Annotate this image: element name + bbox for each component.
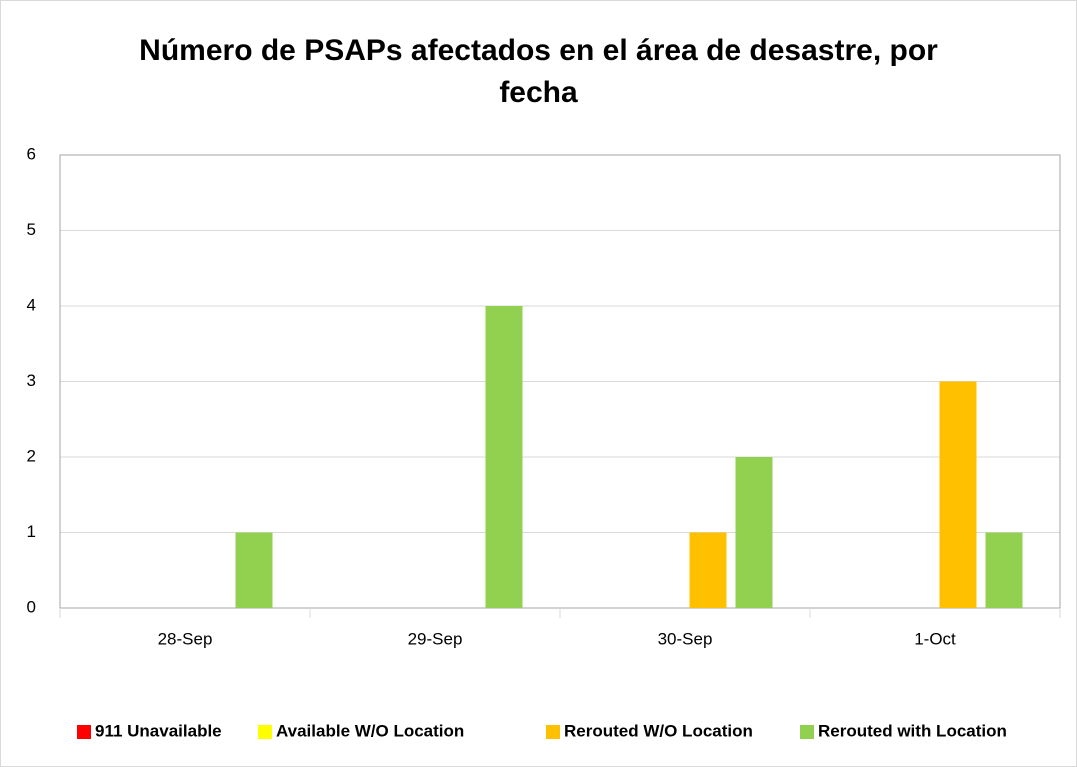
y-tick-label: 5 <box>27 220 36 239</box>
x-tick-label: 29-Sep <box>408 629 463 648</box>
legend-label: Rerouted with Location <box>818 721 1007 740</box>
legend-label: 911 Unavailable <box>95 721 222 740</box>
legend-swatch <box>800 725 814 739</box>
y-tick-label: 0 <box>27 597 36 616</box>
bar <box>689 532 727 608</box>
bar <box>939 381 977 608</box>
x-tick-label: 30-Sep <box>658 629 713 648</box>
legend-swatch <box>258 725 272 739</box>
y-tick-label: 3 <box>27 371 36 390</box>
legend-swatch <box>546 725 560 739</box>
legend-label: Available W/O Location <box>276 721 464 740</box>
legend-swatch <box>77 725 91 739</box>
x-tick-label: 1-Oct <box>914 629 956 648</box>
y-tick-label: 2 <box>27 446 36 465</box>
x-tick-label: 28-Sep <box>158 629 213 648</box>
bar <box>235 532 273 608</box>
chart-title: Número de PSAPs afectados en el área de … <box>139 34 938 109</box>
bar <box>735 457 773 608</box>
title-box: Número de PSAPs afectados en el área de … <box>0 30 1077 114</box>
y-tick-label: 6 <box>27 144 36 163</box>
y-tick-label: 4 <box>27 295 36 314</box>
bar <box>985 532 1023 608</box>
y-tick-label: 1 <box>27 522 36 541</box>
bar <box>485 306 523 608</box>
legend-label: Rerouted W/O Location <box>564 721 753 740</box>
